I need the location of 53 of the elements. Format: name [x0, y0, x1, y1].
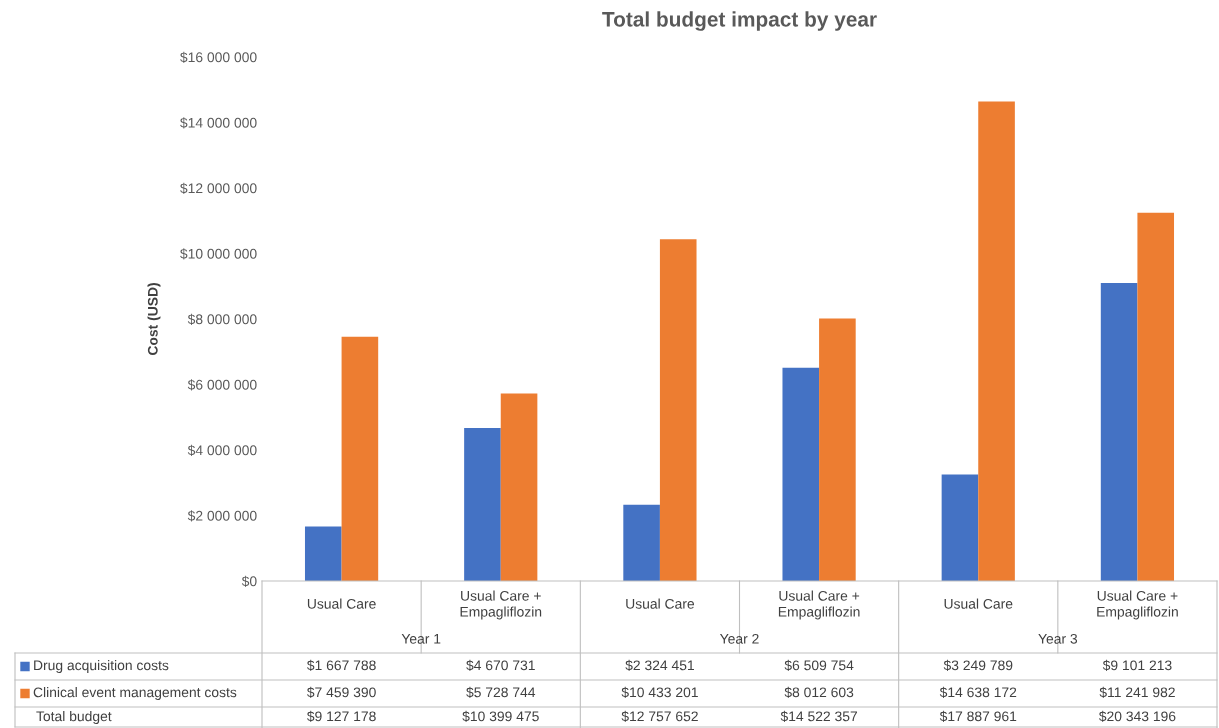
bar: [623, 504, 660, 581]
legend-label: Clinical event management costs: [33, 687, 237, 700]
bar: [978, 101, 1015, 581]
y-tick-label: $0: [241, 575, 257, 587]
data-label: $6 509 754: [784, 659, 854, 672]
y-tick-label: $4 000 000: [187, 444, 257, 456]
text: $14 522 357: [780, 710, 858, 723]
data-label: $5 728 744: [466, 686, 536, 699]
text: $10 399 475: [462, 710, 539, 723]
y-axis-title: Cost (USD): [147, 283, 161, 356]
y-tick-label: $6 000 000: [187, 379, 257, 391]
bar: [464, 428, 501, 581]
y-tick-label: $14 000 000: [180, 117, 257, 129]
data-label: $8 012 603: [784, 686, 854, 699]
text: $17 887 961: [939, 710, 1017, 723]
x-tick-label: Usual Care: [307, 598, 376, 609]
x-tick-label: Usual Care: [944, 598, 1013, 609]
data-label: $11 241 982: [1099, 686, 1175, 699]
bar: [819, 318, 856, 581]
data-label: $2 324 451: [625, 659, 694, 672]
y-tick-label: $16 000 000: [180, 51, 257, 63]
bar: [1137, 212, 1175, 581]
bar: [659, 239, 697, 581]
data-label: $9 101 213: [1102, 659, 1172, 672]
data-label: $1 667 788: [306, 659, 376, 672]
x-tick-label: Usual Care + Empagliflozin: [460, 590, 542, 620]
text: Year 1: [401, 634, 441, 644]
bar: [1100, 282, 1138, 581]
text: $12 757 652: [621, 710, 698, 723]
text: $9 127 178: [306, 710, 376, 723]
data-label: $4 670 731: [466, 659, 535, 672]
data-label: $3 249 789: [943, 659, 1013, 672]
y-tick-label: $2 000 000: [187, 510, 257, 522]
bar: [500, 393, 538, 581]
x-tick-label: Usual Care + Empagliflozin: [1097, 590, 1178, 620]
legend-label: Drug acquisition costs: [34, 660, 169, 673]
bar: [341, 336, 379, 581]
bar: [941, 474, 979, 581]
y-tick-label: $12 000 000: [180, 182, 257, 194]
x-tick-label: Usual Care: [626, 598, 695, 609]
bar: [782, 367, 820, 581]
x-tick-label: Usual Care + Empagliflozin: [778, 590, 860, 620]
data-label: $7 459 390: [306, 686, 376, 699]
text: $20 343 196: [1098, 710, 1176, 723]
chart-title: Total budget impact by year: [602, 11, 877, 31]
text: Year 3: [1038, 633, 1078, 644]
text: Total budget: [36, 711, 112, 724]
y-tick-label: $10 000 000: [180, 248, 257, 260]
data-label: $10 433 201: [621, 686, 698, 699]
text: Year 2: [719, 633, 759, 644]
y-tick-label: $8 000 000: [187, 313, 257, 325]
bar: [304, 526, 342, 581]
data-label: $14 638 172: [939, 686, 1017, 699]
